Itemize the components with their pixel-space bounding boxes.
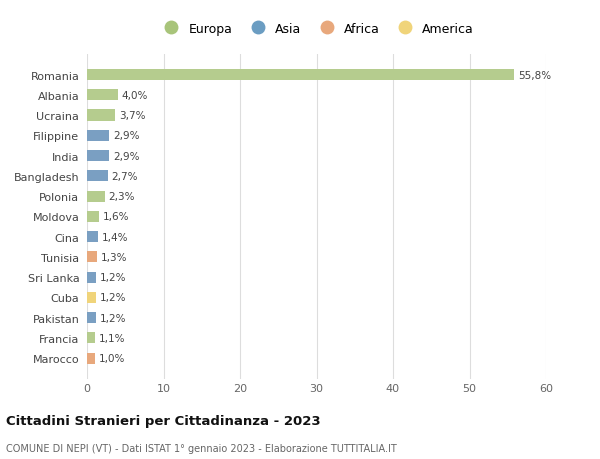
Text: 2,7%: 2,7% bbox=[112, 172, 138, 181]
Legend: Europa, Asia, Africa, America: Europa, Asia, Africa, America bbox=[159, 22, 474, 35]
Bar bbox=[87, 333, 95, 344]
Bar bbox=[87, 272, 96, 283]
Text: 3,7%: 3,7% bbox=[119, 111, 146, 121]
Bar bbox=[87, 191, 104, 202]
Text: COMUNE DI NEPI (VT) - Dati ISTAT 1° gennaio 2023 - Elaborazione TUTTITALIA.IT: COMUNE DI NEPI (VT) - Dati ISTAT 1° genn… bbox=[6, 443, 397, 453]
Bar bbox=[87, 313, 96, 324]
Bar bbox=[87, 252, 97, 263]
Text: 55,8%: 55,8% bbox=[518, 70, 551, 80]
Bar bbox=[87, 231, 98, 243]
Bar bbox=[87, 110, 115, 121]
Bar bbox=[87, 292, 96, 303]
Text: 1,2%: 1,2% bbox=[100, 293, 127, 303]
Text: 2,9%: 2,9% bbox=[113, 151, 140, 161]
Text: 1,2%: 1,2% bbox=[100, 313, 127, 323]
Text: 1,4%: 1,4% bbox=[101, 232, 128, 242]
Bar bbox=[87, 130, 109, 141]
Bar bbox=[87, 90, 118, 101]
Bar bbox=[87, 70, 514, 81]
Text: 1,2%: 1,2% bbox=[100, 273, 127, 283]
Bar bbox=[87, 171, 107, 182]
Bar bbox=[87, 151, 109, 162]
Text: 1,3%: 1,3% bbox=[101, 252, 127, 262]
Text: 2,9%: 2,9% bbox=[113, 131, 140, 141]
Text: 2,3%: 2,3% bbox=[109, 192, 135, 202]
Text: Cittadini Stranieri per Cittadinanza - 2023: Cittadini Stranieri per Cittadinanza - 2… bbox=[6, 414, 320, 428]
Bar bbox=[87, 211, 99, 223]
Text: 1,6%: 1,6% bbox=[103, 212, 130, 222]
Text: 1,1%: 1,1% bbox=[99, 333, 126, 343]
Text: 4,0%: 4,0% bbox=[121, 90, 148, 101]
Bar bbox=[87, 353, 95, 364]
Text: 1,0%: 1,0% bbox=[98, 353, 125, 364]
